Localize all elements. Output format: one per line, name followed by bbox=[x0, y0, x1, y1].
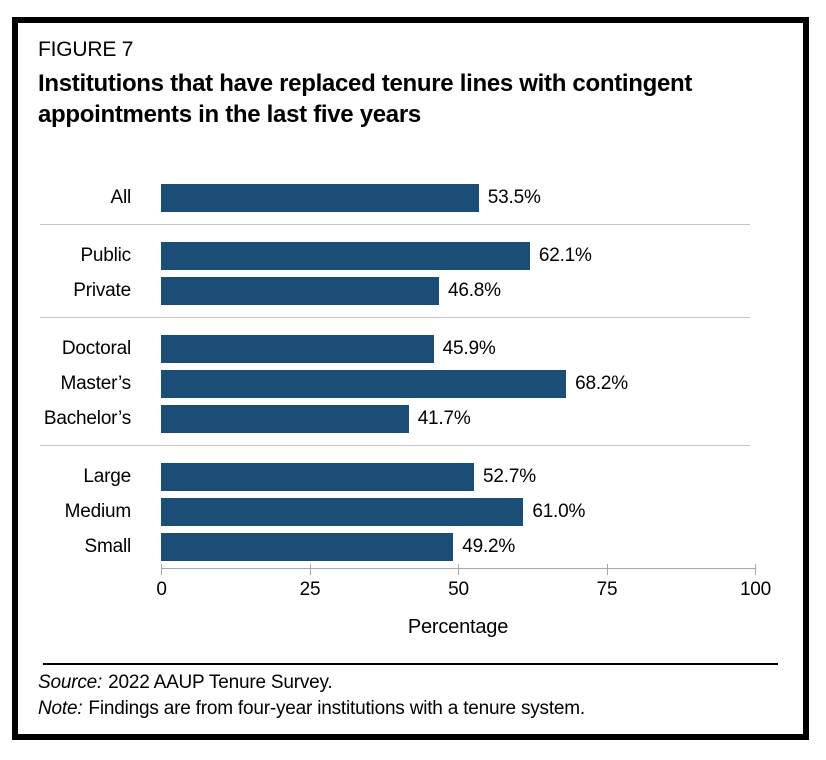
bar-track: 53.5% bbox=[161, 183, 755, 212]
category-label: Public bbox=[80, 244, 131, 266]
bar bbox=[161, 241, 530, 270]
bar bbox=[161, 276, 439, 305]
bar bbox=[161, 532, 454, 561]
tick-label: 75 bbox=[596, 579, 618, 600]
category-label: Bachelor’s bbox=[43, 407, 131, 429]
category-label: All bbox=[110, 186, 131, 208]
bar-group-size: Large 52.7% Medium 61.0% Small bbox=[38, 459, 803, 564]
x-axis: 0 25 50 75 100 bbox=[156, 564, 771, 612]
bar bbox=[161, 462, 475, 491]
bar-track: 61.0% bbox=[161, 497, 755, 526]
bar-track: 49.2% bbox=[161, 532, 755, 561]
tick-label: 25 bbox=[299, 579, 321, 600]
tick-mark bbox=[606, 564, 608, 575]
tick-mark bbox=[458, 564, 459, 575]
figure-title-line-2: appointments in the last five years bbox=[38, 101, 421, 128]
bar-track: 62.1% bbox=[161, 241, 755, 270]
bar-row: Bachelor’s 41.7% bbox=[38, 401, 803, 436]
bar-group-overall: All 53.5% bbox=[38, 180, 803, 215]
group-separator bbox=[40, 224, 750, 225]
tick-mark bbox=[309, 564, 311, 575]
value-label: 61.0% bbox=[532, 500, 586, 522]
category-label: Medium bbox=[64, 500, 132, 522]
category-label: Doctoral bbox=[61, 337, 131, 359]
bar bbox=[161, 497, 524, 526]
axis-tick: 0 bbox=[156, 564, 167, 600]
bar-row: Master’s 68.2% bbox=[38, 366, 803, 401]
category-label: Private bbox=[73, 279, 131, 301]
category-label: Small bbox=[84, 535, 131, 557]
bar bbox=[161, 334, 434, 363]
figure-content: FIGURE 7 Institutions that have replaced… bbox=[18, 23, 803, 722]
figure-title: Institutions that have replaced tenure l… bbox=[38, 68, 803, 130]
value-label: 53.5% bbox=[487, 186, 541, 208]
figure-frame: FIGURE 7 Institutions that have replaced… bbox=[12, 17, 809, 740]
bar-row: Medium 61.0% bbox=[38, 494, 803, 529]
axis-tick: 75 bbox=[597, 564, 618, 600]
bar bbox=[161, 404, 409, 433]
bar-row: Doctoral 45.9% bbox=[38, 331, 803, 366]
bar-track: 68.2% bbox=[161, 369, 755, 398]
bar-group-degree: Doctoral 45.9% Master’s 68.2% Bachelor’s bbox=[38, 331, 803, 436]
figure-number: FIGURE 7 bbox=[38, 38, 134, 61]
footer-divider bbox=[43, 663, 778, 665]
tick-label: 0 bbox=[156, 579, 167, 600]
bar-row: Private 46.8% bbox=[38, 273, 803, 308]
tick-mark bbox=[161, 564, 162, 575]
bar-chart: All 53.5% Public 62.1% Priv bbox=[38, 180, 803, 640]
source-text: 2022 AAUP Tenure Survey. bbox=[108, 672, 333, 693]
value-label: 46.8% bbox=[447, 279, 501, 301]
bar-row: Public 62.1% bbox=[38, 238, 803, 273]
axis-tick: 50 bbox=[448, 564, 469, 600]
tick-mark bbox=[755, 564, 756, 575]
source-line: Source: 2022 AAUP Tenure Survey. bbox=[38, 670, 803, 696]
note-text: Findings are from four-year institutions… bbox=[88, 698, 586, 719]
value-label: 52.7% bbox=[483, 465, 536, 487]
bar-row: Small 49.2% bbox=[38, 529, 803, 564]
bar-track: 45.9% bbox=[161, 334, 755, 363]
note-line: Note: Findings are from four-year institu… bbox=[38, 696, 803, 722]
note-prefix: Note: bbox=[38, 698, 83, 719]
bar-row: All 53.5% bbox=[38, 180, 803, 215]
value-label: 49.2% bbox=[462, 535, 516, 557]
group-separator bbox=[40, 317, 750, 318]
bar bbox=[161, 369, 567, 398]
axis-tick: 100 bbox=[740, 564, 771, 600]
category-label: Large bbox=[83, 465, 131, 487]
figure-title-line-1: Institutions that have replaced tenure l… bbox=[38, 70, 693, 97]
tick-label: 50 bbox=[448, 579, 469, 600]
bar-track: 52.7% bbox=[161, 462, 755, 491]
tick-label: 100 bbox=[739, 579, 772, 600]
value-label: 62.1% bbox=[538, 244, 592, 266]
category-label: Master’s bbox=[60, 372, 131, 394]
value-label: 41.7% bbox=[417, 407, 471, 429]
bar bbox=[161, 183, 479, 212]
axis-tick: 25 bbox=[300, 564, 321, 600]
bar-track: 41.7% bbox=[161, 404, 755, 433]
bar-track: 46.8% bbox=[161, 276, 755, 305]
value-label: 68.2% bbox=[575, 372, 628, 394]
bar-row: Large 52.7% bbox=[38, 459, 803, 494]
source-prefix: Source: bbox=[38, 672, 103, 693]
bar-group-control: Public 62.1% Private 46.8% bbox=[38, 238, 803, 308]
group-separator bbox=[40, 445, 750, 446]
x-axis-title: Percentage bbox=[407, 616, 509, 638]
value-label: 45.9% bbox=[442, 337, 496, 359]
